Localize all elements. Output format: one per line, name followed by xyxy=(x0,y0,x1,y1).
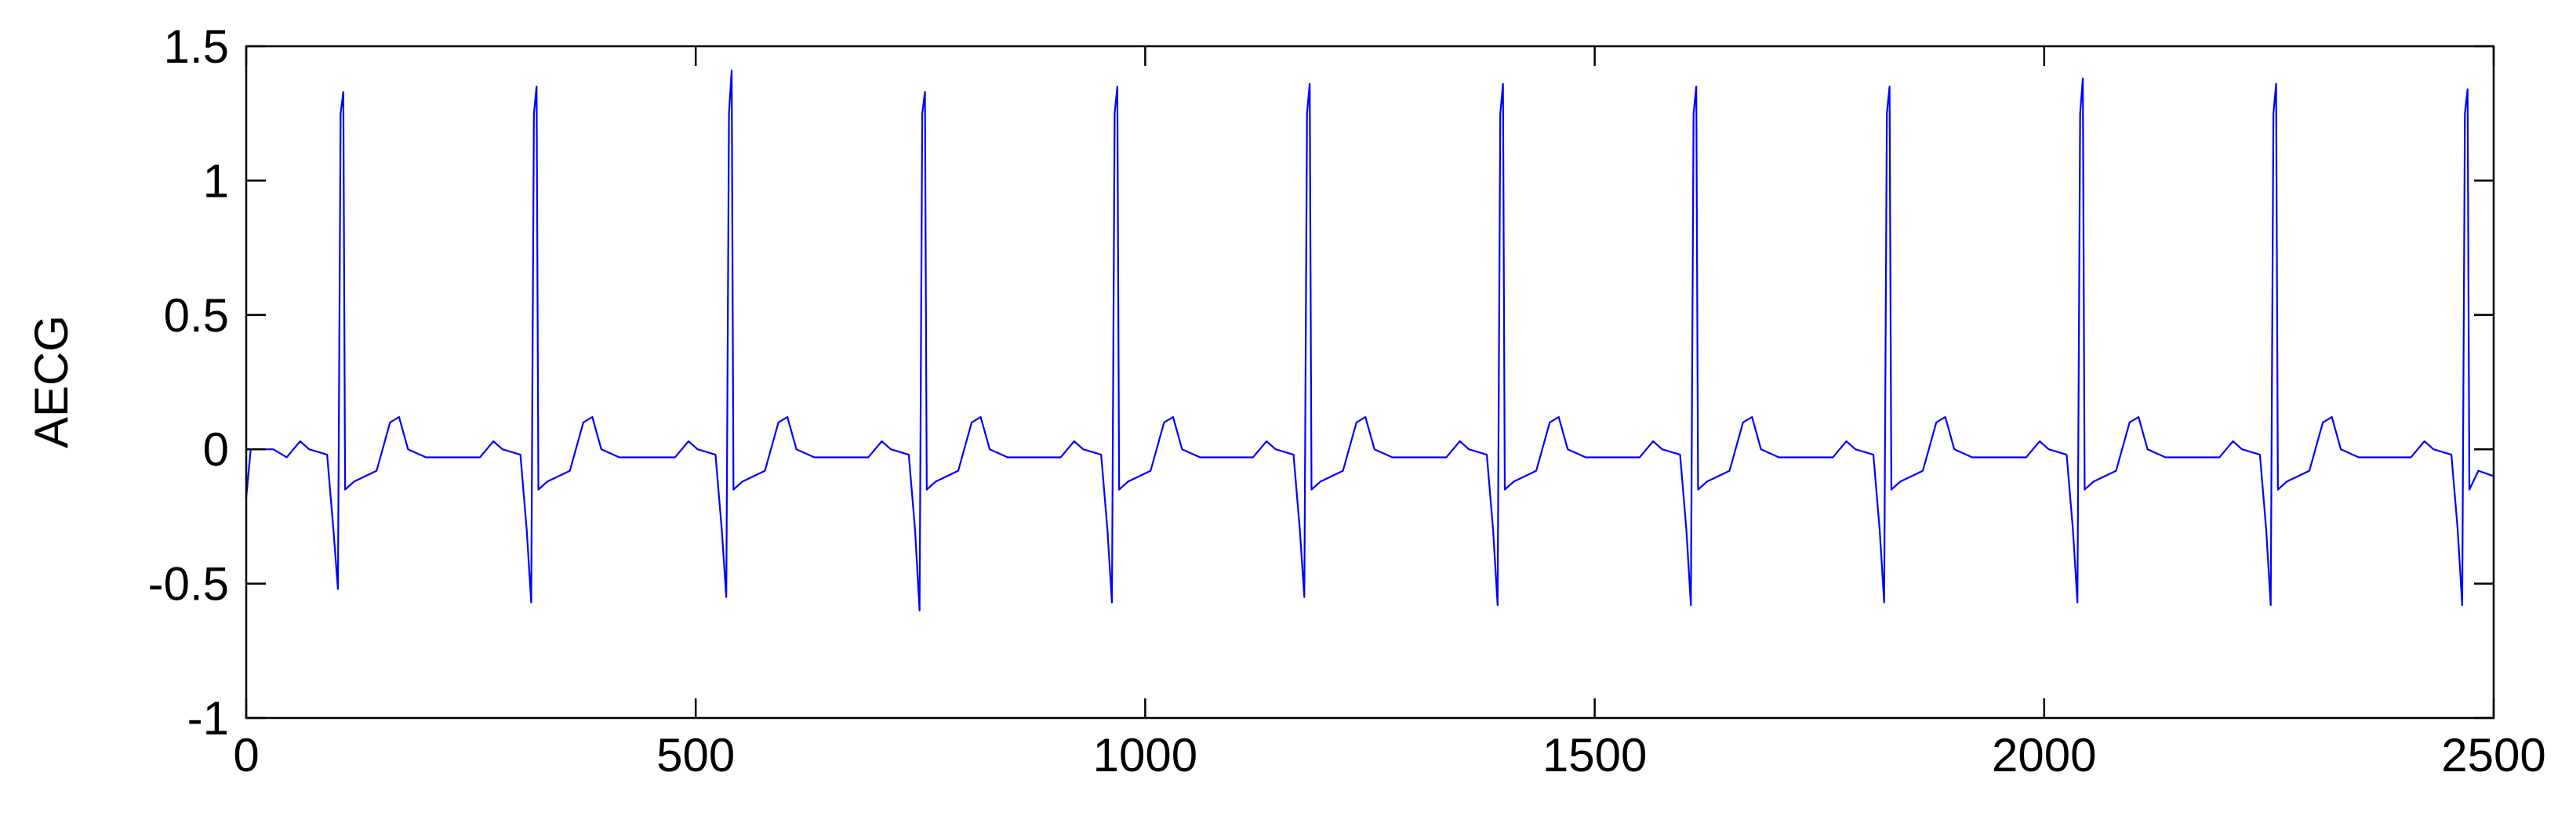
data-line xyxy=(245,69,2494,611)
x-tick-label: 0 xyxy=(233,729,259,781)
plot-frame xyxy=(245,45,2495,720)
x-tick-label: 500 xyxy=(656,729,735,781)
x-tick-label: 2000 xyxy=(1992,729,2096,781)
y-tick-label: -0.5 xyxy=(148,558,229,611)
x-tick-label: 1500 xyxy=(1542,729,1647,781)
y-tick-label: 1.5 xyxy=(164,20,229,73)
x-tick-label: 1000 xyxy=(1093,729,1197,781)
y-tick-label: 0.5 xyxy=(164,289,229,342)
y-tick-label: 1 xyxy=(203,154,229,207)
y-tick-label: 0 xyxy=(203,423,229,476)
y-tick-label: -1 xyxy=(187,692,229,745)
y-axis-label: AECG xyxy=(25,315,78,448)
x-tick-label: 2500 xyxy=(2441,729,2545,781)
